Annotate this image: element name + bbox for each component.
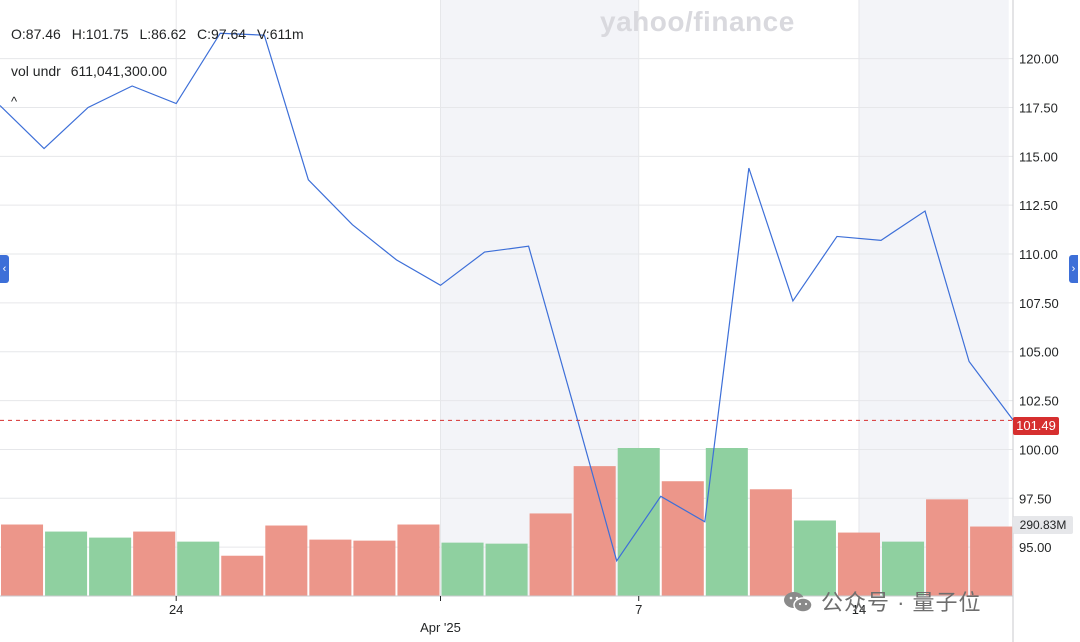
y-tick-label: 95.00 [1019, 540, 1052, 555]
open-value: O:87.46 [11, 26, 61, 42]
shaded-region [858, 0, 1009, 596]
volume-bar [749, 489, 792, 596]
last-volume-badge: 290.83M [1013, 516, 1073, 534]
volume-bar [661, 481, 704, 596]
last-price-badge: 101.49 [1013, 417, 1059, 435]
wechat-watermark: 公众号 · 量子位 [783, 585, 982, 617]
volume-bar [529, 513, 572, 596]
volume-indicator-readout: vol undr 611,041,300.00 [11, 63, 167, 79]
volume-bar [617, 448, 660, 596]
y-tick-label: 102.50 [1019, 394, 1059, 409]
volume-bar [309, 539, 352, 596]
volume-bar [265, 525, 308, 596]
y-tick-label: 100.00 [1019, 442, 1059, 457]
volume-indicator-value: 611,041,300.00 [70, 63, 167, 79]
volume-bar [793, 520, 836, 596]
volume-bar [89, 537, 132, 596]
volume-bar [45, 531, 88, 596]
y-tick-label: 105.00 [1019, 345, 1059, 360]
y-tick-label: 112.50 [1019, 198, 1058, 213]
volume-bar [837, 532, 880, 596]
shaded-regions [440, 0, 1009, 596]
x-tick-label: Apr '25 [420, 620, 461, 635]
x-tick-label: 24 [169, 602, 183, 617]
y-tick-label: 107.50 [1019, 296, 1059, 311]
volume-bars [1, 448, 1013, 596]
y-tick-label: 115.00 [1019, 149, 1058, 164]
volume-bar [397, 524, 440, 596]
volume-bar [705, 448, 748, 596]
x-tick-label: 14 [852, 602, 866, 617]
low-value: L:86.62 [139, 26, 187, 42]
scroll-left-button[interactable]: ‹ [0, 255, 9, 283]
y-tick-label: 117.50 [1019, 100, 1058, 115]
high-value: H:101.75 [71, 26, 129, 42]
volume-bar [573, 466, 616, 596]
axes [0, 0, 1014, 642]
scroll-right-button[interactable]: › [1069, 255, 1078, 283]
y-tick-label: 97.50 [1019, 491, 1052, 506]
y-tick-label: 120.00 [1019, 52, 1059, 67]
close-value: C:97.64 [197, 26, 247, 42]
yahoo-finance-logo: yahoo/finance [600, 6, 795, 37]
volume-bar [133, 531, 176, 596]
volume-indicator-label: vol undr [11, 63, 61, 79]
volume-value: V:611m [256, 26, 304, 42]
price-line [0, 32, 1014, 563]
volume-bar [970, 526, 1013, 596]
volume-bar [485, 543, 528, 596]
volume-bar [441, 542, 484, 596]
x-tick-label: 7 [635, 602, 642, 617]
volume-bar [1, 524, 44, 596]
volume-bar [221, 555, 264, 596]
ohlc-readout: O:87.46 H:101.75 L:86.62 C:97.64 V:611m [11, 26, 311, 42]
volume-bar [926, 499, 969, 596]
volume-bar [882, 541, 925, 596]
volume-bar [353, 540, 396, 596]
y-tick-label: 110.00 [1019, 247, 1058, 262]
volume-bar [177, 541, 220, 596]
wechat-icon [784, 592, 813, 613]
axis-tick-labels: 120.00 117.50 115.00 112.50 110.00 107.50 105.… [169, 52, 1059, 635]
watermark-text: 公众号 · 量子位 [821, 590, 982, 615]
collapse-legend-button[interactable]: ^ [11, 94, 18, 109]
